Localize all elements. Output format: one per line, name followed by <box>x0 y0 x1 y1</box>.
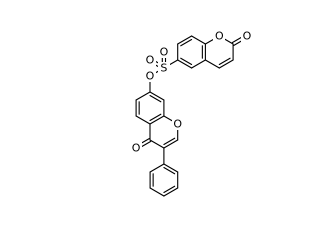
bond <box>135 91 151 101</box>
atom-label: O <box>243 30 252 43</box>
bond <box>191 35 206 45</box>
bond <box>191 59 206 69</box>
atom-label: O <box>160 46 169 59</box>
atom-label: O <box>173 118 182 131</box>
bond <box>177 35 193 45</box>
label-bg <box>158 62 170 74</box>
bond <box>163 166 176 175</box>
bond <box>149 187 165 197</box>
bonds <box>134 34 249 197</box>
label-bg <box>241 30 253 42</box>
label-bg <box>213 30 225 42</box>
bond <box>163 185 176 194</box>
bond <box>163 163 179 173</box>
bond <box>204 59 220 69</box>
label-bg <box>144 54 156 66</box>
bond <box>149 113 162 122</box>
bond <box>149 115 165 125</box>
bond <box>163 139 179 149</box>
structure-diagram: O S O O O O O O <box>130 30 253 197</box>
atom-label: S <box>160 62 167 75</box>
label-bg <box>144 70 156 82</box>
label-bg <box>172 118 184 130</box>
bond <box>177 59 193 69</box>
bond <box>163 187 179 197</box>
atom-label: O <box>146 70 155 83</box>
bond <box>163 137 176 146</box>
atom-label: O <box>146 54 155 67</box>
bond <box>149 94 162 103</box>
bond <box>180 57 193 66</box>
bond <box>218 59 234 69</box>
atom-label: O <box>215 30 224 43</box>
bond <box>180 38 193 47</box>
atom-labels: O S O O O O O O <box>130 30 253 155</box>
atom-label: O <box>132 142 141 155</box>
bond <box>135 115 151 125</box>
bond <box>218 57 231 66</box>
bond <box>149 163 165 173</box>
bond <box>149 91 165 101</box>
label-bg <box>158 46 170 58</box>
label-bg <box>130 142 142 154</box>
bond <box>149 139 165 149</box>
